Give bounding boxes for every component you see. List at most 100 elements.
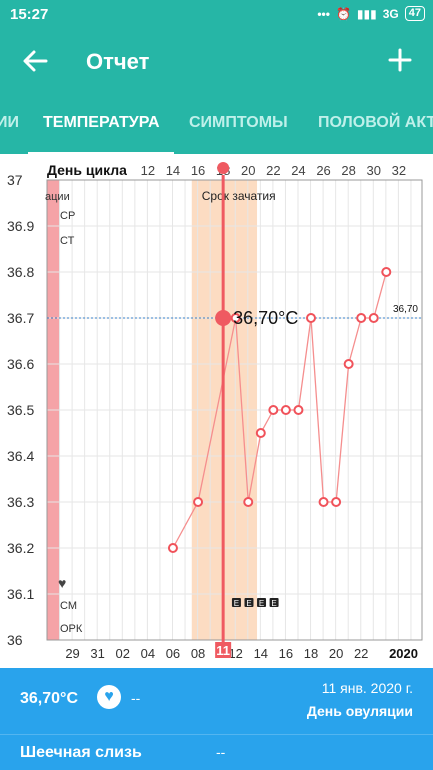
- tab-temperature[interactable]: ТЕМПЕРАТУРА: [43, 114, 160, 131]
- temperature-point: [268, 405, 279, 415]
- summary-panel: 36,70°C ♥ -- 11 янв. 2020 г. День овуляц…: [0, 668, 433, 734]
- date-tick: 31: [90, 646, 104, 661]
- tab-intercourse[interactable]: ПОЛОВОЙ АКТ: [318, 114, 433, 131]
- left-label: СР: [60, 210, 75, 222]
- left-label: ации: [45, 191, 70, 203]
- y-tick-label: 36.1: [7, 586, 34, 602]
- selected-value-label: 36,70°C: [233, 308, 298, 328]
- add-icon[interactable]: [385, 45, 415, 75]
- symptom-mark-label: E: [234, 599, 239, 608]
- left-label: СТ: [60, 235, 75, 247]
- status-time: 15:27: [10, 6, 49, 23]
- heart-icon[interactable]: ♥: [97, 685, 121, 709]
- page-title: Отчет: [86, 49, 150, 74]
- back-arrow-icon[interactable]: [20, 46, 50, 76]
- summary-note: --: [131, 690, 141, 706]
- date-tick: 18: [304, 646, 318, 661]
- left-label: СМ: [60, 600, 77, 612]
- cycle-day-tick: 16: [191, 163, 205, 178]
- temperature-point: [280, 405, 291, 415]
- temperature-chart[interactable]: 37 36.9 36.8 36.7 36.6 36.5 36.4 36.3 36.2 36.1 36…: [0, 155, 433, 668]
- symptom-mark: [257, 598, 267, 607]
- temperature-point: [368, 313, 379, 323]
- temperature-point: [293, 405, 304, 415]
- y-tick-label: 37: [7, 172, 23, 188]
- symptom-mark-label: E: [246, 599, 251, 608]
- y-tick-label: 36.4: [7, 448, 34, 464]
- date-tick: 06: [166, 646, 180, 661]
- summary-temperature: 36,70°C: [20, 690, 78, 707]
- symptom-mark-label: E: [271, 599, 276, 608]
- y-tick-label: 36.3: [7, 494, 34, 510]
- battery-icon: 47: [404, 6, 425, 21]
- date-tick: 22: [354, 646, 368, 661]
- tab-bar: ИИ ТЕМПЕРАТУРА СИМПТОМЫ ПОЛОВОЙ АКТ: [0, 96, 433, 154]
- tab-symptoms[interactable]: СИМПТОМЫ: [189, 114, 288, 131]
- y-tick-label: 36.5: [7, 402, 34, 418]
- y-tick-label: 36.6: [7, 356, 34, 372]
- date-tick: 08: [191, 646, 205, 661]
- tab-indicator: [28, 152, 174, 155]
- selected-day-top-marker: [217, 162, 230, 174]
- temperature-point: [193, 497, 204, 507]
- summary-date: 11 янв. 2020 г.: [321, 680, 413, 696]
- date-tick: 29: [65, 646, 79, 661]
- temperature-point: [381, 267, 392, 277]
- temperature-point: [343, 359, 354, 369]
- cycle-day-tick: 14: [166, 163, 180, 178]
- date-tick: 20: [329, 646, 343, 661]
- date-tick: 02: [116, 646, 130, 661]
- temperature-point: [243, 497, 254, 507]
- date-tick: 14: [254, 646, 268, 661]
- temperature-point: [230, 313, 241, 323]
- signal-icon: ▮▮▮: [356, 6, 377, 21]
- tab-partial[interactable]: ИИ: [0, 114, 19, 131]
- y-tick-label: 36.8: [7, 264, 34, 280]
- network-label: 3G: [382, 6, 399, 21]
- left-label: ОРК: [60, 623, 83, 635]
- selected-point: [215, 310, 232, 326]
- temperature-point: [318, 497, 329, 507]
- cycle-day-tick: 32: [392, 163, 406, 178]
- selected-date-box: [215, 642, 232, 658]
- temperature-point: [356, 313, 367, 323]
- summary-day-label: День овуляции: [306, 703, 413, 719]
- temperature-point: [255, 428, 266, 438]
- y-tick-label: 36.9: [7, 218, 34, 234]
- cycle-day-tick: 12: [141, 163, 155, 178]
- cycle-day-tick: 24: [291, 163, 305, 178]
- symptom-mark: [244, 598, 254, 607]
- symptom-mark: [269, 598, 279, 607]
- divider: [0, 734, 433, 735]
- year-label: 2020: [389, 646, 418, 661]
- y-tick-label: 36: [7, 632, 23, 648]
- y-tick-label: 36.2: [7, 540, 34, 556]
- status-icons: ••• ⏰ ▮▮▮ 3G 47: [317, 6, 425, 21]
- dots-icon: •••: [317, 6, 330, 21]
- status-bar: 15:27 ••• ⏰ ▮▮▮ 3G 47: [0, 0, 433, 30]
- y-tick-label: 36.7: [7, 310, 34, 326]
- symptom-mark-label: E: [259, 599, 264, 608]
- fertile-window-label: Срок зачатия: [202, 189, 276, 203]
- temperature-point: [306, 313, 316, 323]
- plot-border: [46, 179, 423, 641]
- reference-label: 36,70: [393, 304, 418, 315]
- cycle-day-label: День цикла: [47, 162, 127, 178]
- date-tick: 16: [279, 646, 293, 661]
- selected-date-label: 11: [216, 643, 230, 658]
- app-bar: Отчет: [0, 30, 433, 96]
- cycle-day-tick: 22: [266, 163, 280, 178]
- date-tick: 04: [141, 646, 155, 661]
- cervical-value: --: [216, 744, 226, 760]
- cycle-day-tick: 28: [341, 163, 355, 178]
- symptom-mark: [231, 598, 241, 607]
- alarm-icon: ⏰: [335, 6, 351, 21]
- temperature-point: [167, 543, 178, 553]
- chart-area[interactable]: 37 36.9 36.8 36.7 36.6 36.5 36.4 36.3 36.2 36.1 36…: [0, 155, 433, 668]
- cycle-day-tick: 30: [367, 163, 381, 178]
- cycle-day-tick: 20: [241, 163, 255, 178]
- cervical-label: Шеечная слизь: [20, 744, 142, 761]
- temperature-point: [331, 497, 342, 507]
- date-tick: 12: [228, 646, 242, 661]
- cervical-row[interactable]: Шеечная слизь --: [0, 734, 433, 770]
